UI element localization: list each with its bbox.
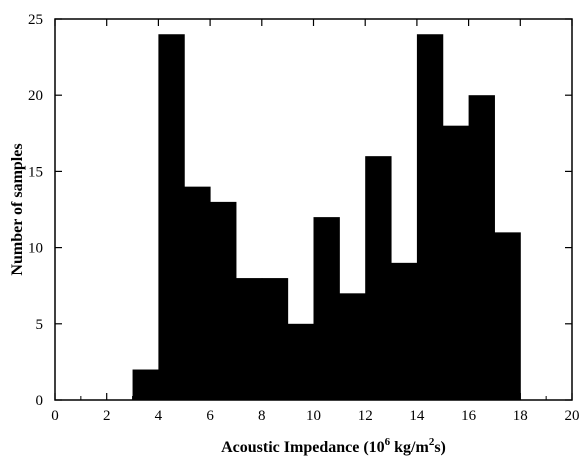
x-axis-title-part: kg/m [390,439,429,456]
histogram-bar [288,324,314,400]
y-tick-label: 25 [28,12,43,28]
x-tick-label: 18 [513,408,528,424]
histogram-bar [417,34,443,400]
x-axis-title-part: Acoustic Impedance (10 [221,439,385,456]
x-tick-label: 20 [565,408,580,424]
x-axis-title: Acoustic Impedance (106 kg/m2s) [221,436,446,456]
y-tick-label: 15 [28,164,43,180]
x-tick-label: 10 [306,408,321,424]
y-tick-label: 5 [36,317,44,333]
x-tick-label: 0 [51,408,59,424]
histogram-bar [133,370,159,400]
x-tick-label: 16 [461,408,477,424]
histogram-bar [158,34,184,400]
y-axis-title: Number of samples [9,143,26,275]
bars-group [133,34,521,400]
histogram-bar [365,156,391,400]
histogram-bar [469,95,495,400]
histogram-bar [184,187,210,400]
x-tick-label: 6 [206,408,214,424]
histogram-bar [262,278,288,400]
x-tick-label: 14 [409,408,425,424]
y-tick-label: 20 [28,88,43,104]
histogram-bar [494,232,520,400]
histogram-bar [210,202,236,400]
histogram-bar [314,217,340,400]
histogram-bar [391,263,417,400]
x-tick-label: 8 [258,408,266,424]
histogram-bar [443,126,469,400]
histogram-bar [339,293,365,400]
x-axis-title-part: s) [434,439,446,456]
y-tick-label: 0 [36,393,44,409]
x-tick-label: 4 [155,408,163,424]
histogram-bar [236,278,262,400]
x-tick-label: 12 [358,408,373,424]
y-tick-label: 10 [28,241,43,257]
x-tick-label: 2 [103,408,111,424]
